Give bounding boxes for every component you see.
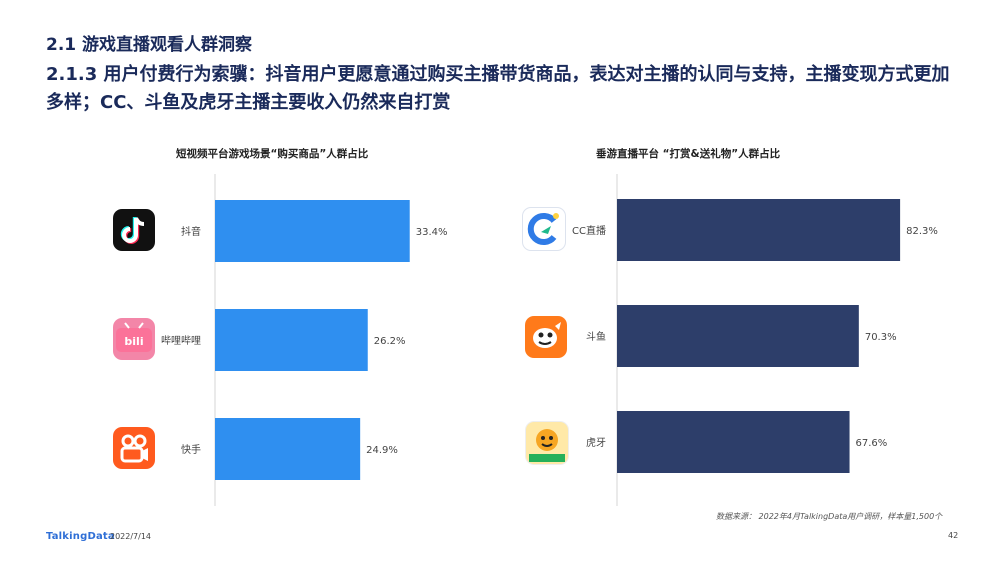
left-chart-value-label: 24.9%	[366, 445, 398, 456]
left-chart-category-label: 抖音	[181, 225, 201, 238]
right-chart-category-label: CC直播	[572, 224, 606, 237]
svg-text:bili: bili	[124, 335, 143, 348]
right-chart-category-label: 虎牙	[586, 437, 606, 449]
douyu-logo-icon	[525, 316, 567, 358]
left-chart-category-label: 哔哩哔哩	[161, 334, 201, 347]
right-chart-value-label: 70.3%	[865, 332, 897, 343]
left-chart-bar	[215, 418, 361, 480]
page-number: 42	[948, 531, 959, 540]
left-chart-bar	[215, 309, 368, 371]
right-chart-bar	[617, 199, 901, 261]
huya-logo-icon	[525, 421, 569, 465]
slide-subtitle: 2.1.3 用户付费行为索骥：抖音用户更愿意通过购买主播带货商品，表达对主播的认…	[46, 64, 950, 113]
right-chart-title: 垂游直播平台 “打赏&送礼物”人群占比	[596, 148, 781, 160]
data-source-note: 数据来源： 2022年4月TalkingData用户调研，样本量1,500个	[716, 512, 943, 521]
section-heading: 2.1 游戏直播观看人群洞察	[46, 35, 253, 55]
douyin-logo-icon	[113, 209, 155, 251]
right-chart-value-label: 67.6%	[856, 438, 888, 449]
bilibili-logo-icon: bili	[113, 318, 155, 360]
right-chart-value-label: 82.3%	[906, 226, 938, 237]
cc-live-logo-icon	[522, 207, 566, 251]
right-chart-bar	[617, 305, 859, 367]
right-chart-category-label: 斗鱼	[586, 330, 606, 343]
right-bar-chart: CC直播 82.3% 斗鱼 70.3% 虎牙 67.6%	[572, 174, 938, 506]
left-chart-value-label: 33.4%	[416, 227, 448, 238]
talkingdata-logo: TalkingData	[46, 531, 115, 542]
left-chart-category-label: 快手	[181, 443, 201, 456]
kuaishou-logo-icon	[113, 427, 155, 469]
left-bar-chart: 抖音 33.4% 哔哩哔哩 26.2% 快手 24.9%	[161, 174, 448, 506]
left-chart-title: 短视频平台游戏场景“购买商品”人群占比	[176, 148, 369, 160]
footer-date: 2022/7/14	[110, 532, 152, 541]
left-chart-value-label: 26.2%	[374, 336, 406, 347]
left-chart-bar	[215, 200, 410, 262]
right-chart-bar	[617, 411, 850, 473]
